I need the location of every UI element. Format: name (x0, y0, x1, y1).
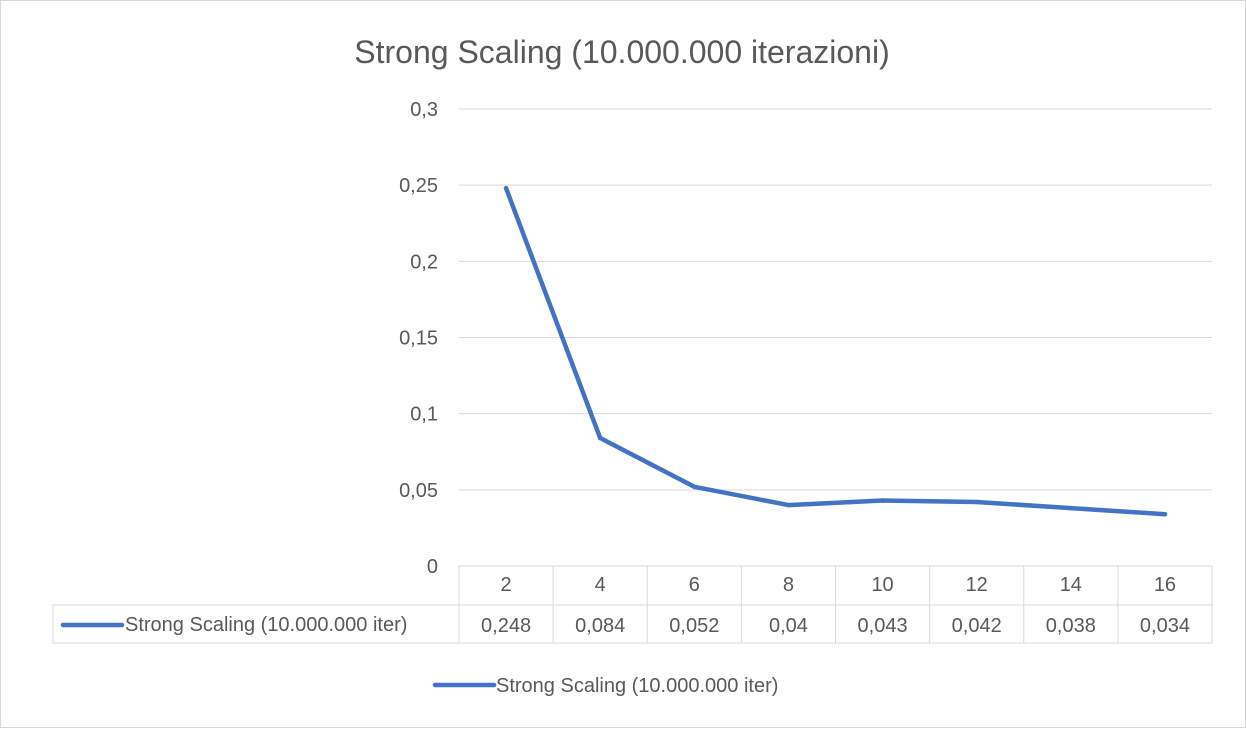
y-tick-label: 0,2 (410, 251, 438, 273)
table-value-cell: 0,248 (481, 615, 531, 637)
x-category-label: 4 (595, 574, 606, 596)
legend: Strong Scaling (10.000.000 iter) (432, 675, 778, 697)
x-category-label: 10 (871, 574, 893, 596)
series-layer (503, 185, 1168, 517)
x-category-label: 14 (1060, 574, 1082, 596)
x-category-label: 8 (783, 574, 794, 596)
y-tick-label: 0,25 (399, 175, 438, 197)
y-tick-label: 0,15 (399, 328, 438, 350)
x-category-label: 6 (689, 574, 700, 596)
series-line (503, 185, 1168, 517)
table-value-cell: 0,084 (575, 615, 625, 637)
table-value-cell: 0,052 (669, 615, 719, 637)
data-point (974, 499, 979, 505)
x-category-label: 2 (501, 574, 512, 596)
x-category-label: 12 (966, 574, 988, 596)
table-series-name: Strong Scaling (10.000.000 iter) (125, 614, 407, 636)
table-value-cell: 0,034 (1140, 615, 1190, 637)
data-point (1162, 511, 1168, 517)
y-tick-label: 0,05 (399, 480, 438, 502)
data-point (597, 435, 603, 441)
table-value-cell: 0,038 (1046, 615, 1096, 637)
table-value-cell: 0,04 (769, 615, 808, 637)
y-axis-tick-labels: 0 0,05 0,1 0,15 0,2 0,25 0,3 (399, 99, 438, 578)
data-point (880, 498, 885, 503)
y-tick-label: 0 (427, 556, 438, 578)
table-value-cell: 0,043 (858, 615, 908, 637)
data-point (503, 185, 509, 191)
data-point (692, 484, 697, 490)
y-tick-label: 0,1 (410, 404, 438, 426)
y-tick-label: 0,3 (410, 99, 438, 121)
data-point (1068, 505, 1074, 511)
data-table: 2 4 6 8 10 12 14 16 Strong Scaling (10.000.000 i… (52, 565, 1213, 644)
data-point (786, 502, 791, 508)
chart-title: Strong Scaling (10.000.000 iterazioni) (354, 34, 889, 70)
gridlines (459, 108, 1212, 491)
table-value-cell: 0,042 (952, 615, 1002, 637)
x-category-label: 16 (1154, 574, 1176, 596)
legend-label: Strong Scaling (10.000.000 iter) (496, 675, 778, 697)
